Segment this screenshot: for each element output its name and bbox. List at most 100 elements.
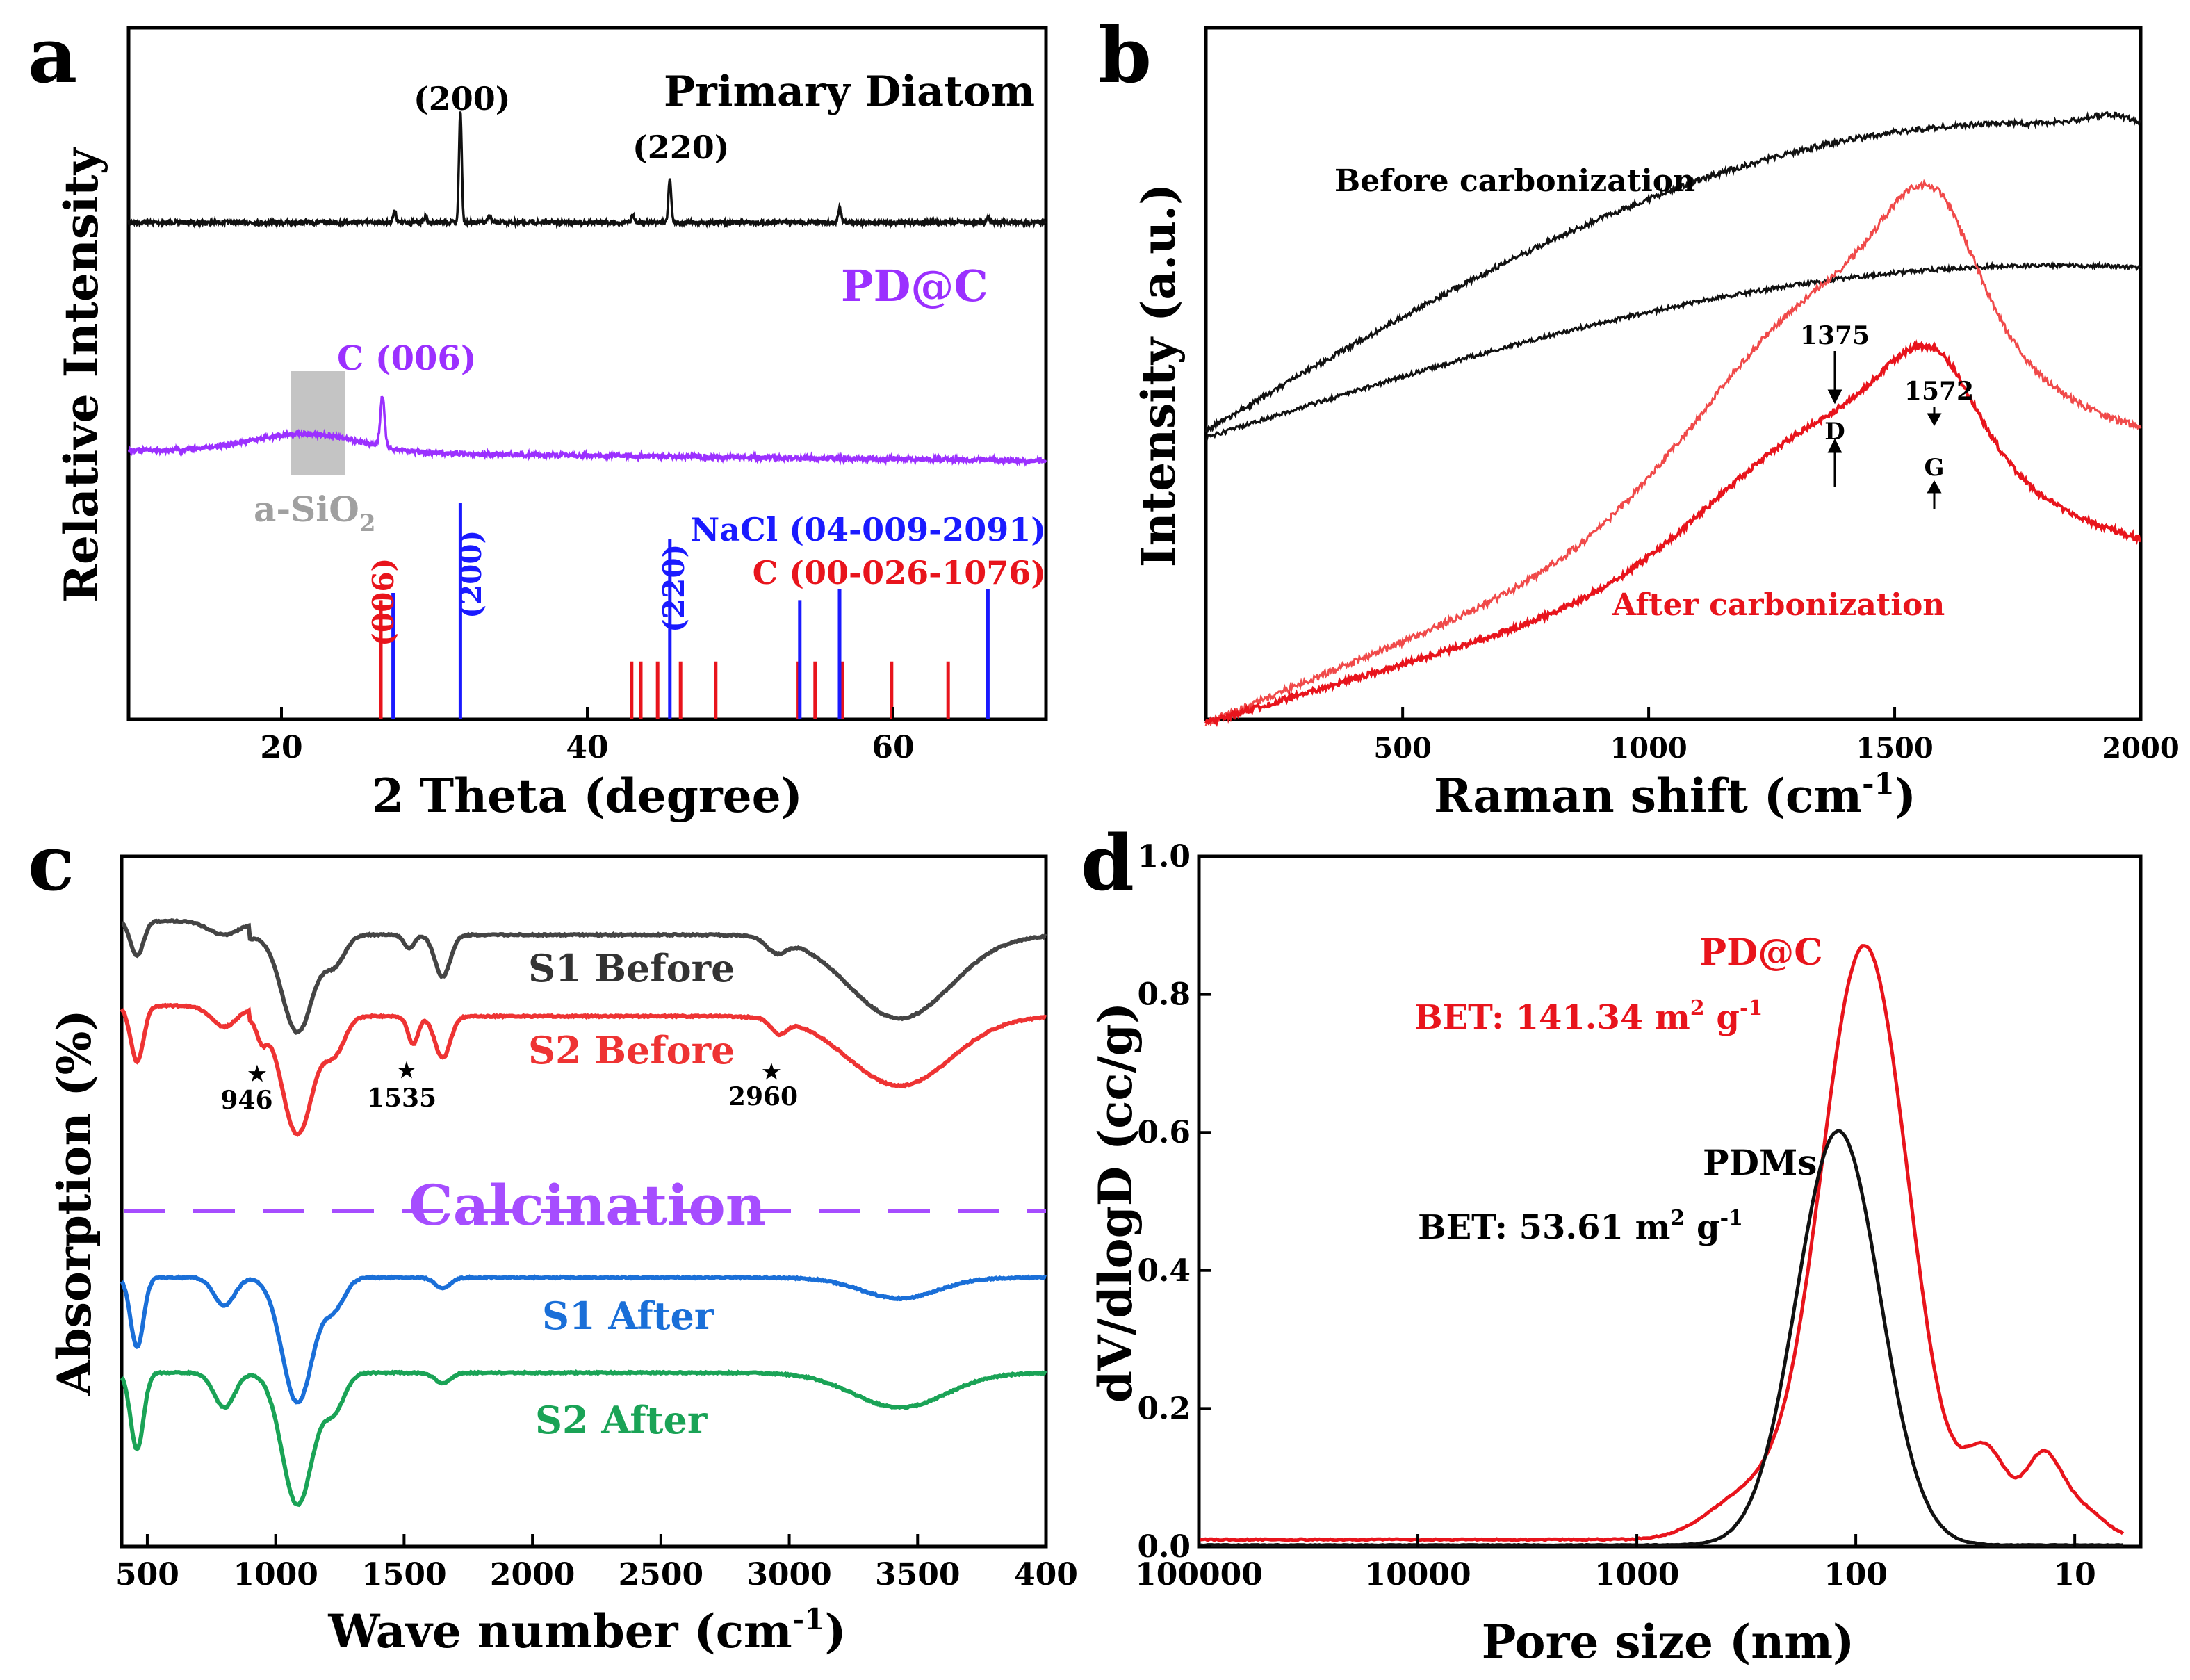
plot-frame-c	[120, 854, 1048, 1549]
d-arrowhead-up	[1827, 438, 1842, 453]
label-peak-200: (200)	[414, 80, 511, 117]
x-tick-label: 10	[2054, 1557, 2096, 1592]
panel-c: c 500 1000 1500 2000 2500 3000 3500 400 S1 Befo…	[28, 818, 1078, 1658]
label-s2-before: S2 Before	[528, 1028, 735, 1073]
label-c-ref: C (00-026-1076)	[753, 554, 1046, 592]
x-axis-ticks-a: 20 40 60	[260, 707, 915, 765]
label-primary-diatom: Primary Diatom	[664, 67, 1035, 116]
s1-after-line	[120, 1274, 1047, 1405]
y-axis-ticks-d: 0.0 0.2 0.4 0.6 0.8 1.0	[1137, 839, 1211, 1565]
y-axis-label-b: Intensity (a.u.)	[1131, 184, 1186, 568]
x-tick-label: 2000	[490, 1557, 575, 1592]
x-tick-label: 2000	[2102, 732, 2179, 765]
label-before-carbonization: Before carbonization	[1334, 163, 1695, 199]
x-axis-ticks-b: 500 1000 1500 2000	[1373, 707, 2180, 765]
label-2960: 2960	[728, 1082, 798, 1111]
x-tick-label: 3500	[875, 1557, 960, 1592]
label-pdms: PDMs	[1703, 1142, 1817, 1183]
label-after-carbonization: After carbonization	[1612, 587, 1945, 623]
x-tick-label: 40	[566, 730, 608, 765]
after-carbonization-line-upper	[1204, 179, 2142, 727]
before-carbonization-line-lower	[1205, 260, 2141, 441]
x-axis-label-b: Raman shift (cm-1)	[1434, 767, 1916, 823]
x-tick-label: 400	[1014, 1557, 1078, 1592]
g-arrowhead-up	[1927, 480, 1942, 494]
pdms-pore-line	[1198, 1128, 2123, 1548]
panel-letter-c: c	[28, 818, 74, 908]
label-pdms-bet: BET: 53.61 m2 g-1	[1418, 1206, 1743, 1247]
x-tick-label: 100000	[1135, 1557, 1263, 1592]
y-axis-label-d: dV/dlogD (cc/g)	[1088, 1002, 1143, 1403]
x-tick-label: 1500	[1856, 732, 1933, 765]
panel-letter-b: b	[1098, 10, 1152, 100]
panel-b: b 500 1000 1500 2000 Before carbonization A…	[1098, 10, 2180, 823]
x-tick-label: 10000	[1365, 1557, 1471, 1592]
y-axis-label-c: Absorption (%)	[47, 1009, 101, 1396]
x-tick-label: 1000	[1610, 732, 1687, 765]
reference-lines	[379, 503, 990, 719]
pdc-pore-line	[1198, 944, 2125, 1542]
y-tick-label: 0.8	[1137, 977, 1191, 1013]
x-axis-ticks-c: 500 1000 1500 2000 2500 3000 3500 400	[115, 1534, 1078, 1592]
label-s1-before: S1 Before	[528, 946, 735, 990]
label-peak-220: (220)	[632, 129, 730, 166]
panel-d: d 0.00.20.40.60.81.0 100000 10000 1000 100 1…	[1081, 818, 2143, 1669]
diatom-xrd-line	[127, 111, 1047, 229]
x-tick-label: 100	[1824, 1557, 1888, 1592]
label-ref-006: (006)	[366, 558, 400, 646]
star-1535: ★	[398, 1059, 416, 1083]
plot-frame-a	[126, 26, 1048, 721]
label-1535: 1535	[367, 1084, 436, 1113]
s2-after-line	[120, 1369, 1047, 1508]
panel-a: a 20 40 60 Primary Diatom (200) (220) PD@C…	[28, 10, 1048, 823]
y-tick-label: 0.0	[1137, 1529, 1191, 1565]
y-tick-label: 0.4	[1137, 1253, 1191, 1289]
label-pdc-bet: BET: 141.34 m2 g-1	[1414, 996, 1763, 1037]
x-tick-label: 1500	[361, 1557, 446, 1592]
x-axis-label-a: 2 Theta (degree)	[372, 769, 803, 823]
sio2-highlight-box	[291, 371, 345, 475]
label-g-band: G	[1924, 454, 1944, 482]
x-axis-label-c: Wave number (cm-1)	[327, 1602, 846, 1658]
y-tick-label: 0.6	[1137, 1115, 1191, 1150]
x-tick-label: 20	[260, 730, 302, 765]
x-axis-ticks-d: 100000 10000 1000 100 10	[1135, 1534, 2096, 1592]
x-tick-label: 1000	[1594, 1557, 1679, 1592]
plot-frame-b	[1204, 26, 2143, 721]
x-axis-label-d: Pore size (nm)	[1482, 1615, 1855, 1669]
s1-before-line	[121, 918, 1047, 1035]
label-nacl-ref: NaCl (04-009-2091)	[690, 511, 1046, 548]
label-pdc: PD@C	[841, 261, 988, 311]
s2-before-line	[120, 1002, 1047, 1137]
y-axis-label-a: Relative Intensity	[54, 147, 108, 603]
label-c006: C (006)	[337, 339, 477, 378]
x-tick-label: 500	[1373, 732, 1432, 765]
x-tick-label: 500	[115, 1557, 179, 1592]
label-d-position: 1375	[1800, 321, 1870, 350]
star-2960: ★	[762, 1060, 781, 1084]
label-calcination: Calcination	[409, 1173, 766, 1238]
label-sio2: a-SiO2	[254, 489, 375, 537]
d-arrowhead-down	[1827, 389, 1842, 405]
x-tick-label: 1000	[233, 1557, 318, 1592]
after-carbonization-line-lower	[1204, 339, 2141, 728]
label-ref-220: (220)	[657, 544, 691, 633]
label-pdc-d: PD@C	[1699, 931, 1823, 974]
y-tick-label: 0.2	[1137, 1391, 1191, 1426]
x-tick-label: 2500	[619, 1557, 703, 1592]
y-tick-label: 1.0	[1137, 839, 1191, 874]
pdc-xrd-line	[127, 395, 1047, 467]
label-946: 946	[220, 1086, 272, 1115]
label-ref-200: (200)	[454, 530, 488, 619]
panel-letter-a: a	[28, 10, 77, 100]
before-carbonization-line-upper	[1204, 111, 2142, 434]
x-tick-label: 3000	[746, 1557, 831, 1592]
x-tick-label: 60	[872, 730, 914, 765]
star-946: ★	[248, 1062, 267, 1086]
label-s2-after: S2 After	[535, 1398, 708, 1442]
band-arrows	[1827, 351, 1942, 509]
panel-letter-d: d	[1081, 818, 1134, 908]
label-g-position: 1572	[1904, 377, 1974, 406]
g-arrowhead-down	[1927, 413, 1942, 427]
